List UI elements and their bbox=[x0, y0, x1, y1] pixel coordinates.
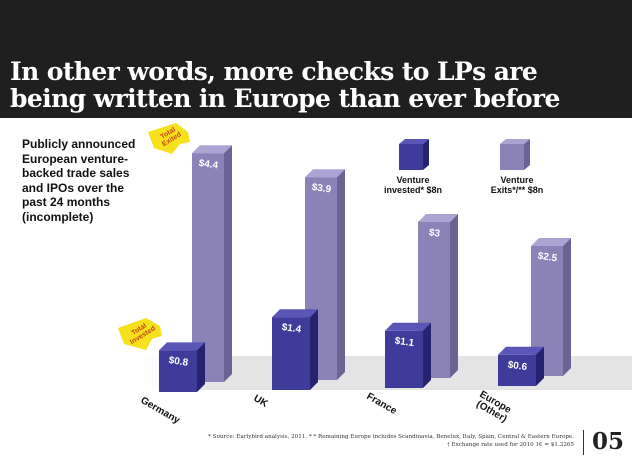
legend-exits-front bbox=[500, 144, 524, 170]
footnote-line-2: † Exchange rate used for 2010 1€ = $1.32… bbox=[446, 441, 574, 448]
bars-group: $4.4 $0.8 Germany $3.9 $1.4 UK $3 $1.1 France $2.… bbox=[139, 145, 571, 426]
invested-bar-europe-other-front bbox=[498, 354, 536, 386]
footnote-line-1: * Source: Earlybird analysis, 2011. * * … bbox=[208, 434, 574, 440]
legend-exits-top bbox=[500, 139, 530, 144]
legend-exits-side bbox=[524, 139, 530, 170]
header-band bbox=[0, 0, 632, 118]
exits-bar-uk-side bbox=[337, 169, 345, 380]
title-line-1: In other words, more checks to LPs are bbox=[10, 57, 538, 86]
category-label-uk: UK bbox=[252, 393, 271, 410]
invested-bar-france-front bbox=[385, 330, 423, 388]
page-title: In other words, more checks to LPs are b… bbox=[10, 58, 620, 112]
invested-bar-france-value-label: $1.1 bbox=[394, 336, 415, 350]
category-label-france: France bbox=[365, 391, 399, 417]
legend-invested-front bbox=[399, 144, 423, 170]
exits-bar-uk-top bbox=[305, 169, 345, 178]
invested-bar-uk-front bbox=[272, 317, 310, 390]
invested-bar-uk-top bbox=[272, 309, 318, 318]
legend-invested-side bbox=[423, 139, 429, 170]
legend-exits-label: Venture Exits*/** $8n bbox=[490, 175, 544, 195]
exits-bar-germany-value-label: $4.4 bbox=[198, 158, 219, 172]
invested-bar-france-top bbox=[385, 322, 431, 331]
legend-cube-exits bbox=[500, 139, 530, 170]
callout-total-invested-shape bbox=[118, 318, 162, 350]
chart-description: Publicly announced European venture-back… bbox=[22, 137, 136, 224]
category-label-europe-other: Europe(Other) bbox=[473, 389, 514, 425]
invested-bar-germany-value-label: $0.8 bbox=[168, 355, 189, 369]
category-label-germany: Germany bbox=[139, 395, 182, 426]
invested-bar-france-side bbox=[423, 322, 431, 388]
exits-bar-germany-top bbox=[192, 145, 232, 154]
invested-bar-europe-other-side bbox=[536, 346, 544, 386]
exits-bar-france-top bbox=[418, 214, 458, 222]
footnote: * Source: Earlybird analysis, 2011. * * … bbox=[154, 434, 574, 449]
exits-bar-germany-side bbox=[224, 145, 232, 382]
invested-bar-germany-top bbox=[159, 342, 205, 351]
invested-bar-germany-front bbox=[159, 350, 197, 392]
page-number-divider bbox=[583, 430, 584, 455]
bar-chart: $4.4 $0.8 Germany $3.9 $1.4 UK $3 $1.1 France $2.… bbox=[118, 123, 632, 426]
exits-bar-europe-other-top bbox=[531, 238, 571, 246]
invested-bar-europe-other-value-label: $0.6 bbox=[507, 360, 528, 374]
legend-invested-top bbox=[399, 139, 429, 144]
invested-bar-germany: $0.8 bbox=[159, 342, 205, 392]
invested-bar-europe-other-top bbox=[498, 346, 544, 355]
invested-bar-uk-side bbox=[310, 309, 318, 390]
invested-bar-uk: $1.4 bbox=[272, 309, 318, 390]
callout-total-invested: TotalInvested bbox=[118, 318, 162, 350]
exits-bar-france-side bbox=[450, 214, 458, 378]
invested-bar-europe-other: $0.6 bbox=[498, 346, 544, 386]
invested-bar-uk-value-label: $1.4 bbox=[281, 322, 302, 336]
exits-bar-uk-value-label: $3.9 bbox=[311, 182, 332, 196]
callouts-group: TotalExited TotalInvested bbox=[118, 123, 190, 350]
legend-invested-label: Venture invested* $8n bbox=[383, 175, 443, 195]
exits-bar-europe-other-side bbox=[563, 238, 571, 376]
callout-total-exited: TotalExited bbox=[148, 123, 190, 154]
invested-bar-france: $1.1 bbox=[385, 322, 431, 388]
page-number: 05 bbox=[592, 428, 625, 455]
invested-bar-germany-side bbox=[197, 342, 205, 392]
exits-bar-france-value-label: $3 bbox=[428, 227, 441, 240]
title-line-2: being written in Europe than ever before bbox=[10, 84, 560, 113]
legend-cube-invested bbox=[399, 139, 429, 170]
callout-total-exited-shape bbox=[148, 123, 190, 154]
exits-bar-europe-other-value-label: $2.5 bbox=[537, 251, 558, 265]
